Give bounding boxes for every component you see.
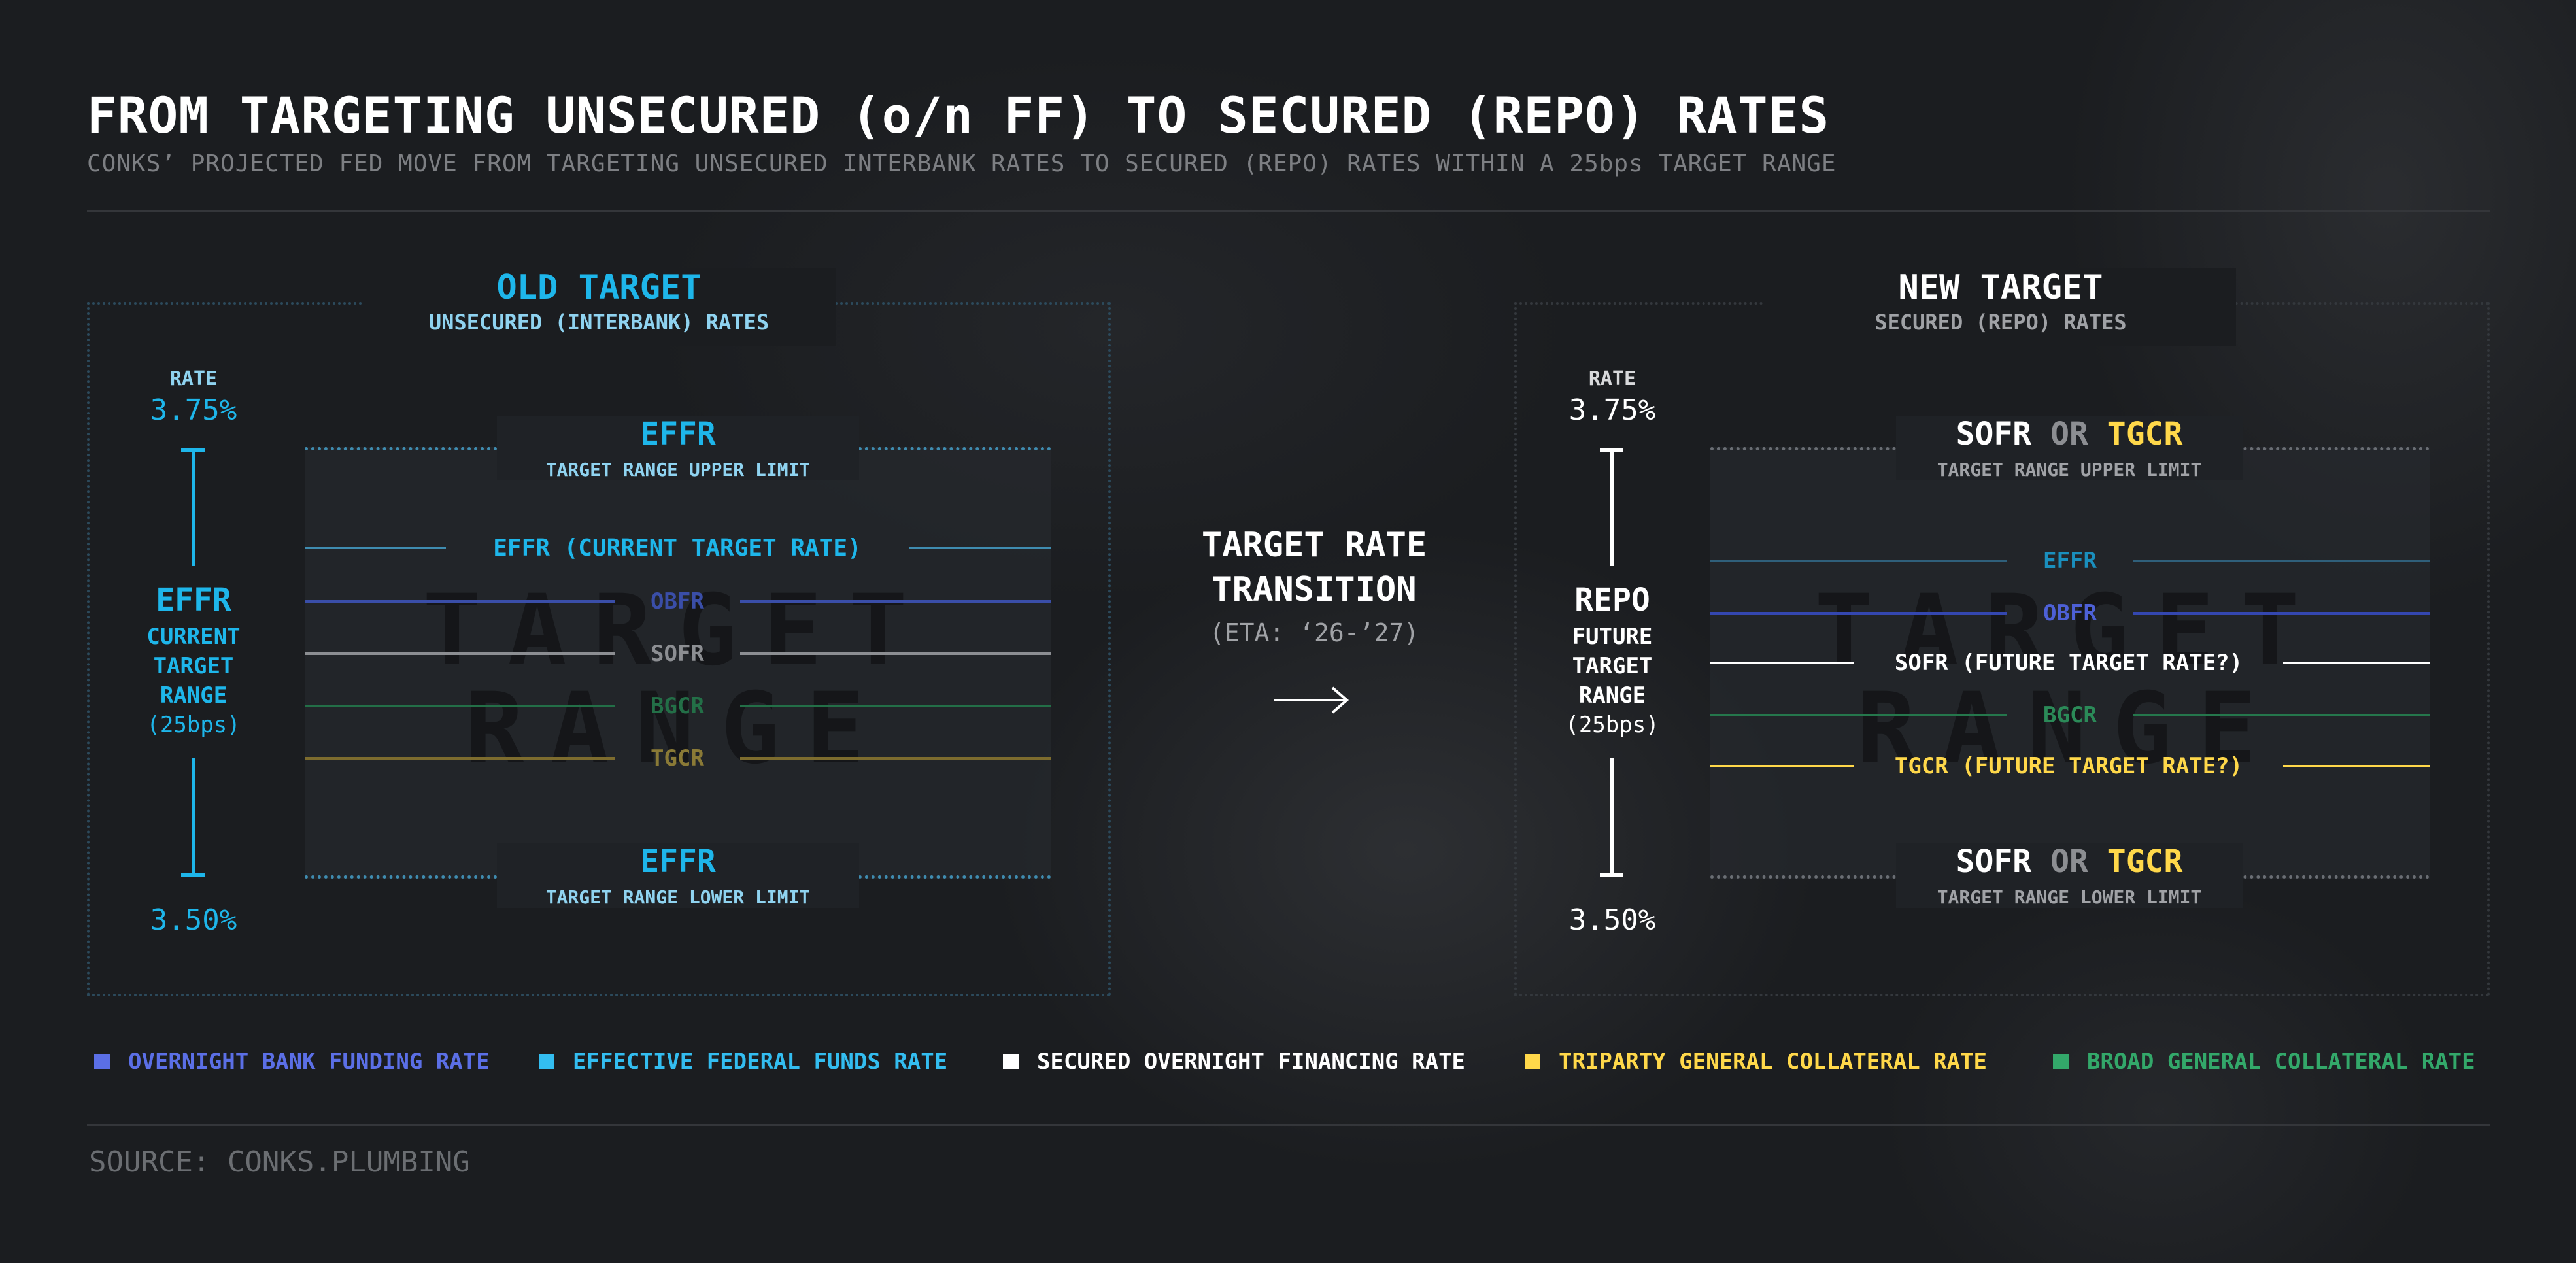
new-axis-main-label: REPO bbox=[1574, 582, 1650, 618]
old-axis-bottom-cap bbox=[181, 873, 205, 877]
legend-swatch-effr bbox=[539, 1054, 554, 1069]
old-axis-top-line bbox=[192, 448, 195, 566]
legend-swatch-tgcr bbox=[1525, 1054, 1540, 1069]
old-axis-desc: CURRENT TARGET RANGE (25bps) bbox=[146, 624, 241, 738]
source-credit: SOURCE: CONKS.PLUMBING bbox=[89, 1145, 470, 1179]
old-tgcr-line-right bbox=[740, 757, 1051, 760]
old-obfr-line-right bbox=[740, 600, 1051, 603]
old-sofr-line-left bbox=[305, 652, 615, 655]
new-target-title: NEW TARGET bbox=[1898, 268, 2103, 307]
new-rate-bottom: 3.50% bbox=[1568, 903, 1656, 937]
new-effr-label: EFFR bbox=[2043, 548, 2097, 574]
old-watermark: TARGET RANGE bbox=[422, 574, 934, 786]
legend-item-bgcr: BROAD GENERAL COLLATERAL RATE bbox=[2053, 1049, 2475, 1075]
new-obfr-label: OBFR bbox=[2043, 600, 2097, 626]
old-bgcr-label: BGCR bbox=[651, 693, 704, 719]
new-target-header: NEW TARGET SECURED (REPO) RATES bbox=[1765, 268, 2236, 346]
legend-item-tgcr: TRIPARTY GENERAL COLLATERAL RATE bbox=[1525, 1049, 1987, 1075]
old-tgcr-label: TGCR bbox=[651, 745, 704, 771]
page-subtitle: CONKS’ PROJECTED FED MOVE FROM TARGETING… bbox=[87, 150, 1837, 177]
new-watermark: TARGET RANGE bbox=[1814, 574, 2326, 786]
old-axis-main-label: EFFR bbox=[156, 582, 231, 618]
new-bgcr-label: BGCR bbox=[2043, 702, 2097, 728]
new-sofr-line-left bbox=[1710, 662, 1854, 664]
old-rate-label: RATE bbox=[169, 367, 218, 390]
old-lower-limit-label: EFFR TARGET RANGE LOWER LIMIT bbox=[497, 843, 859, 908]
header-divider bbox=[87, 210, 2490, 212]
old-sofr-line-right bbox=[740, 652, 1051, 655]
old-obfr-label: OBFR bbox=[651, 588, 704, 615]
new-lower-limit-label: SOFR OR TGCR TARGET RANGE LOWER LIMIT bbox=[1896, 843, 2243, 908]
footer-divider bbox=[87, 1124, 2490, 1126]
new-tgcr-line-left bbox=[1710, 765, 1854, 767]
new-axis-bottom-cap bbox=[1600, 873, 1623, 877]
old-target-title: OLD TARGET bbox=[496, 268, 702, 307]
new-sofr-label: SOFR (FUTURE TARGET RATE?) bbox=[1894, 650, 2243, 676]
old-bgcr-line-right bbox=[740, 705, 1051, 707]
old-upper-limit-label: EFFR TARGET RANGE UPPER LIMIT bbox=[497, 416, 859, 480]
old-effr-label: EFFR (CURRENT TARGET RATE) bbox=[493, 535, 862, 562]
new-effr-line-left bbox=[1710, 560, 2007, 562]
transition-arrow-icon bbox=[1274, 686, 1349, 714]
new-obfr-line-right bbox=[2133, 612, 2430, 615]
new-tgcr-label: TGCR (FUTURE TARGET RATE?) bbox=[1894, 753, 2243, 779]
transition-eta: (ETA: ‘26-’27) bbox=[1209, 618, 1419, 647]
new-effr-line-right bbox=[2133, 560, 2430, 562]
old-rate-bottom: 3.50% bbox=[150, 903, 237, 937]
new-rate-label: RATE bbox=[1588, 367, 1636, 390]
old-effr-line-right bbox=[909, 547, 1051, 549]
transition-title: TARGET RATE TRANSITION bbox=[1201, 526, 1427, 609]
new-sofr-line-right bbox=[2283, 662, 2430, 664]
legend-item-sofr: SECURED OVERNIGHT FINANCING RATE bbox=[1003, 1049, 1465, 1075]
new-bgcr-line-left bbox=[1710, 714, 2007, 716]
new-bgcr-line-right bbox=[2133, 714, 2430, 716]
old-tgcr-line-left bbox=[305, 757, 615, 760]
old-axis-bottom-line bbox=[192, 758, 195, 876]
old-target-range-box bbox=[305, 447, 1051, 879]
new-rate-top: 3.75% bbox=[1568, 394, 1656, 427]
new-axis-desc: FUTURE TARGET RANGE (25bps) bbox=[1565, 624, 1659, 738]
old-sofr-label: SOFR bbox=[651, 641, 704, 667]
legend-item-obfr: OVERNIGHT BANK FUNDING RATE bbox=[94, 1049, 490, 1075]
new-axis-top-line bbox=[1610, 448, 1614, 566]
old-target-header: OLD TARGET UNSECURED (INTERBANK) RATES bbox=[362, 268, 836, 346]
new-obfr-line-left bbox=[1710, 612, 2007, 615]
old-rate-top: 3.75% bbox=[150, 394, 237, 427]
legend-item-effr: EFFECTIVE FEDERAL FUNDS RATE bbox=[539, 1049, 947, 1075]
new-upper-limit-label: SOFR OR TGCR TARGET RANGE UPPER LIMIT bbox=[1896, 416, 2243, 480]
old-effr-line-left bbox=[305, 547, 446, 549]
legend-swatch-bgcr bbox=[2053, 1054, 2069, 1069]
old-bgcr-line-left bbox=[305, 705, 615, 707]
new-target-subtitle: SECURED (REPO) RATES bbox=[1874, 310, 2127, 335]
page-title: FROM TARGETING UNSECURED (o/n FF) TO SEC… bbox=[87, 86, 1830, 144]
new-axis-bottom-line bbox=[1610, 758, 1614, 876]
legend-swatch-sofr bbox=[1003, 1054, 1019, 1069]
new-tgcr-line-right bbox=[2283, 765, 2430, 767]
old-target-subtitle: UNSECURED (INTERBANK) RATES bbox=[428, 310, 770, 335]
old-obfr-line-left bbox=[305, 600, 615, 603]
legend-swatch-obfr bbox=[94, 1054, 110, 1069]
